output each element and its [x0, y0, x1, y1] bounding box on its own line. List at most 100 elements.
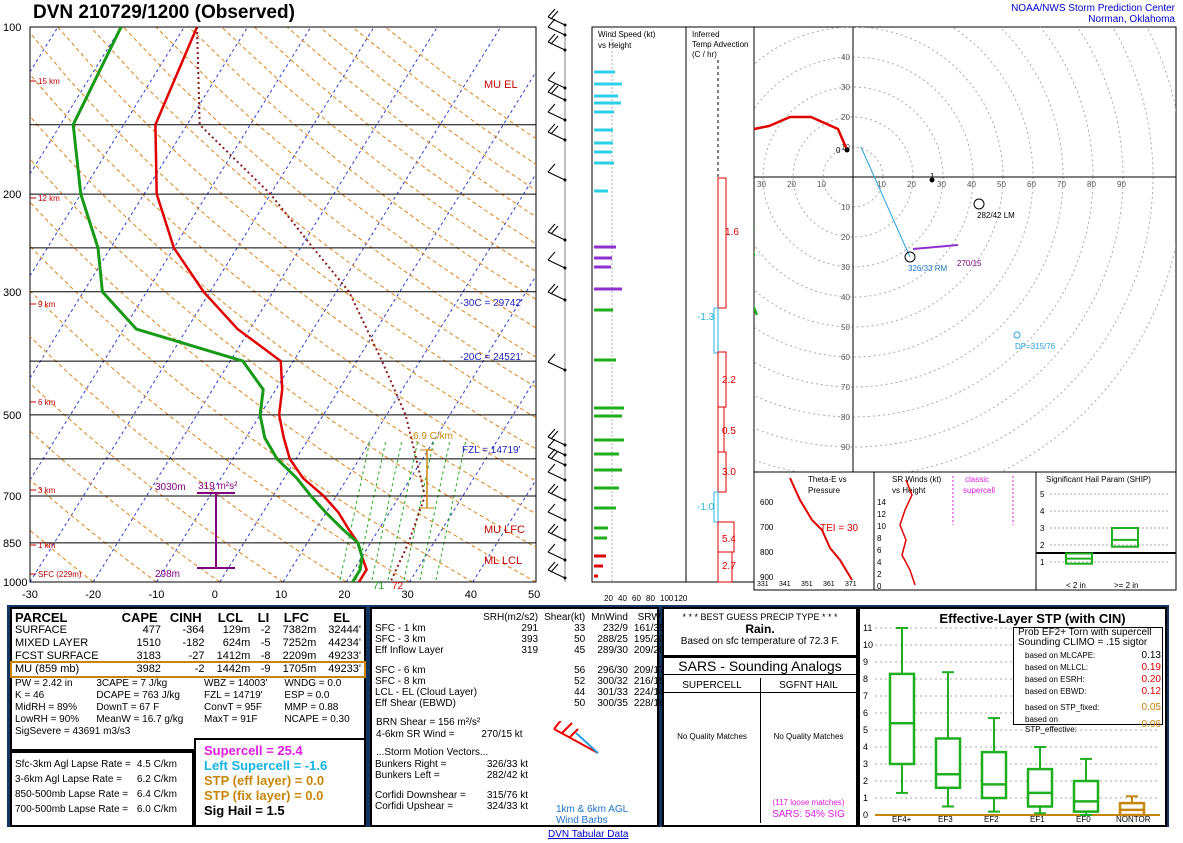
parcel-row: SURFACE 477 -364 129m -2 7382m 32444'	[12, 624, 364, 637]
temp-adv-value: 5.4	[722, 534, 736, 545]
stp-y-tick: 11	[863, 623, 872, 633]
ml-lcl-label: ML LCL	[484, 555, 522, 567]
theta-t-tick: 341	[779, 581, 791, 588]
isotherm	[472, 479, 536, 582]
hodo-y-tick: 20	[841, 113, 850, 122]
eff-srh-label: 319 m²s²	[198, 481, 238, 492]
wind-speed-axis-label: 40	[618, 594, 627, 603]
sigsevere: SigSevere = 43691 m3/s3	[15, 726, 131, 737]
stp-y-tick: 6	[863, 708, 868, 718]
sars-panel: SARS - Sounding Analogs SUPERCELL SGFNT …	[662, 656, 858, 827]
kin-cell: 228/16	[633, 698, 665, 709]
temp-adv-value: -1.0	[697, 502, 715, 513]
wind-speed-bar	[594, 150, 612, 154]
hodo-x-tick: 10	[877, 180, 886, 189]
theta-t-tick: 371	[845, 581, 857, 588]
hodo-x-tick: 50	[997, 180, 1006, 189]
lapse-panel: Sfc-3km Agl Lapse Rate = 4.5 C/km 3-6km Ag…	[10, 751, 194, 827]
prob-cell: 0.20	[1141, 674, 1161, 685]
parcel-cell: 7382m	[282, 624, 317, 636]
stp-box-title2: Sounding CLIMO = .15 sigtor	[1018, 637, 1148, 648]
temp-adv-title-2: Temp Advection	[692, 40, 748, 49]
wind-barb	[547, 438, 567, 457]
wind-barbs	[547, 8, 567, 582]
parcel-row: MU (859 mb) 3982 -2 1442m -9 1705m 49233'	[10, 661, 366, 678]
stp-y-tick: 10	[863, 640, 873, 650]
wind-speed-bar	[594, 161, 614, 165]
sr-label: classic	[965, 475, 989, 484]
thermo-cell: MeanW = 16.7 g/kg	[96, 714, 184, 725]
wind-speed-bar	[594, 414, 622, 418]
ship-y-tick: 5	[1040, 490, 1045, 499]
pressure-tick-label: 850	[3, 538, 21, 550]
kin-row: SFC - 3 km 393 50 288/25 195/20	[372, 634, 668, 645]
tabular-data-link[interactable]: DVN Tabular Data	[548, 829, 629, 840]
parcel-cell: -5	[260, 637, 271, 649]
wind-barb-flag	[547, 428, 556, 438]
pressure-tick-label: 700	[3, 491, 21, 503]
skewt-profiles	[71, 27, 426, 582]
precip-panel: * * * BEST GUESS PRECIP TYPE * * * Rain.…	[662, 607, 858, 657]
parcel-cell: 1412m	[216, 650, 251, 662]
lapse-row: 3-6km Agl Lapse Rate = 6.2 C/km	[12, 772, 180, 787]
thermo-row: K = 46 DCAPE = 763 J/kg FZL = 14719' ESP = …	[12, 690, 364, 702]
precip-basis: Based on sfc temperature of 72.3 F.	[680, 636, 840, 647]
parcel-header: CAPE	[121, 610, 158, 625]
kin-cell: SFC - 1 km	[375, 623, 426, 634]
stp-box	[934, 737, 962, 790]
height-label: 15 km	[38, 77, 60, 86]
prob-cell: 0.13	[1141, 650, 1161, 661]
wind-barb-staff	[547, 531, 566, 541]
sr-wind-label: 4-6km SR Wind =	[376, 729, 455, 740]
wind-barb	[547, 251, 567, 270]
parcel-header: EL	[333, 610, 350, 625]
stp-box	[888, 672, 916, 766]
dry-adiabat	[30, 382, 284, 582]
mu-el-label: MU EL	[484, 79, 518, 91]
sars-header-line	[664, 678, 856, 693]
sars-col2: SGFNT HAIL	[779, 680, 838, 691]
sr-y-tick: 0	[877, 582, 882, 591]
wind-barb-staff	[547, 291, 566, 301]
theta-title-2: Pressure	[808, 486, 841, 495]
parcel-cell: 3982	[136, 663, 161, 675]
supercell-value: Supercell = 25.4	[204, 743, 303, 758]
wind-barb	[547, 33, 567, 52]
kin-cell: 288/25	[597, 634, 628, 645]
kin-row: Eff Shear (EBWD) 50 300/35 228/16	[372, 698, 668, 709]
sars-divider	[760, 678, 761, 823]
wind-barb-flag	[547, 123, 556, 133]
hodo-x-tick: 20	[787, 180, 796, 189]
isotherm	[219, 70, 536, 582]
thermo-cell: 3CAPE = 7 J/kg	[96, 678, 168, 689]
stp-y-tick: 3	[863, 759, 868, 769]
wind-barb-flag	[550, 430, 559, 440]
wind-speed-axis-label: 80	[646, 594, 655, 603]
hodo-y-tick: 40	[841, 293, 850, 302]
wind-barb	[547, 353, 567, 372]
lapse-row: Sfc-3km Agl Lapse Rate = 4.5 C/km	[12, 757, 180, 772]
stp-box	[980, 750, 1008, 800]
hodo-y-tick: 30	[841, 263, 850, 272]
hodograph-trace	[754, 115, 849, 151]
kin-cell: 56	[574, 665, 586, 676]
hodo-x-tick: 30	[937, 180, 946, 189]
wind-speed-bar	[594, 358, 616, 362]
wind-speed-bar	[594, 110, 614, 114]
parcel-header: LCL	[217, 610, 244, 625]
temp-adv-bar	[713, 307, 719, 354]
dp-marker	[1013, 331, 1021, 339]
hodograph: 30 20 10 10 20 30 40 50 60 70 80 904030201010203040…	[754, 27, 1176, 472]
wind-barb-staff	[547, 569, 566, 579]
kin-row: LCL - EL (Cloud Layer) 44 301/33 224/14	[372, 687, 668, 698]
lapse-cell: 850-500mb Lapse Rate =	[15, 789, 129, 800]
temp-tick-label: -30	[22, 589, 38, 601]
temp-adv-title-3: (C / hr)	[692, 50, 717, 59]
sig-hail-value: Sig Hail = 1.5	[204, 803, 285, 818]
hodo-y-tick: 70	[841, 383, 850, 392]
temp-adv-frame	[685, 26, 755, 583]
kin-cell: 209/17	[633, 665, 665, 676]
stp-y-tick: 8	[863, 674, 868, 684]
